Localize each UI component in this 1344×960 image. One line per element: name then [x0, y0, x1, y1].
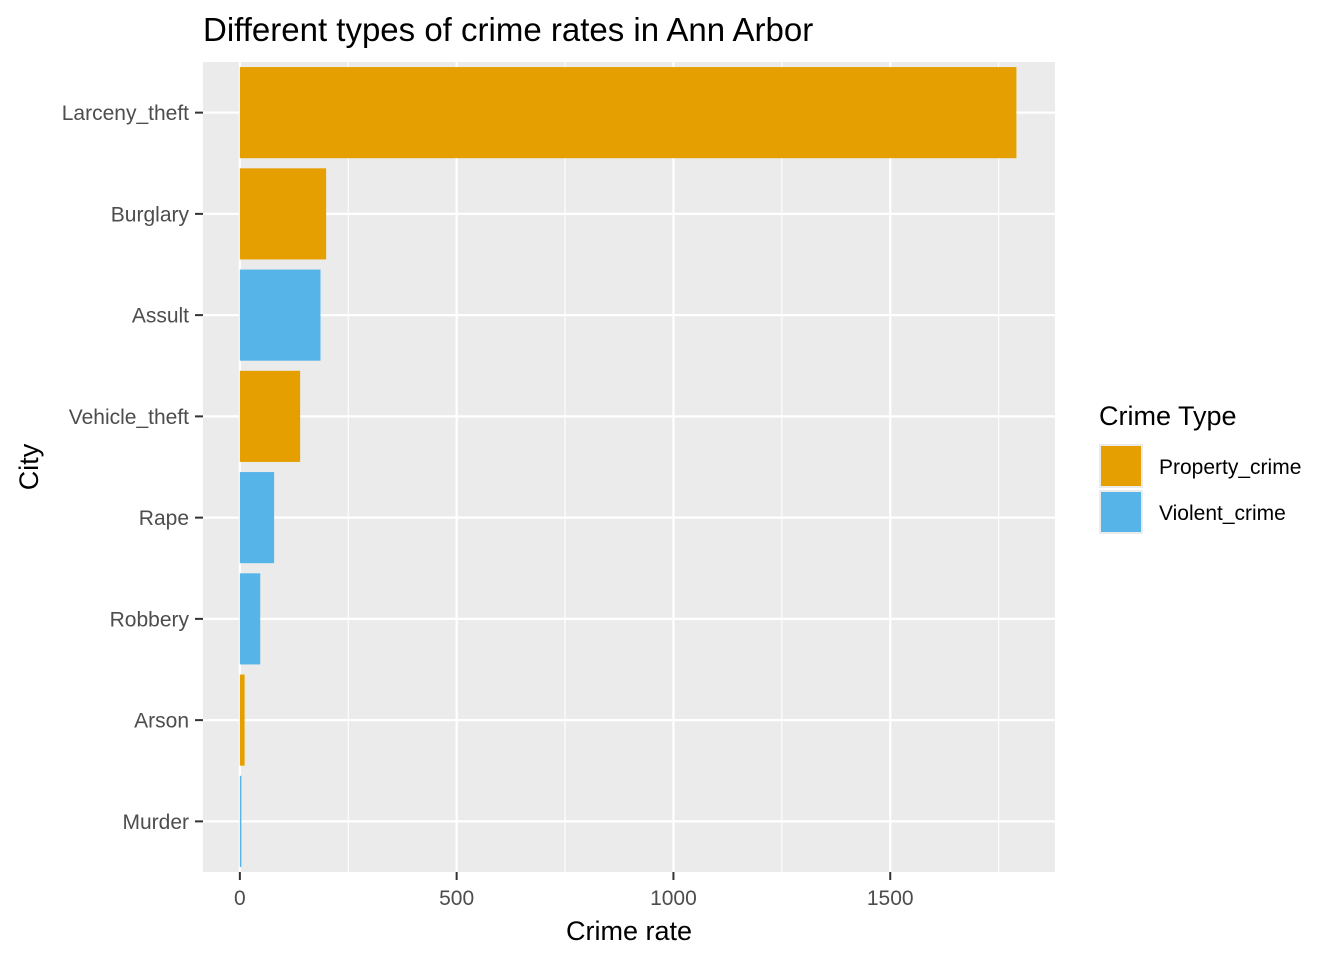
- bar-vehicle-theft: [239, 370, 301, 462]
- y-tick-label: Arson: [134, 710, 189, 733]
- x-axis: 0 500 1000 1500: [234, 872, 914, 910]
- y-tick-label: Assult: [132, 305, 189, 328]
- y-tick-label: Rape: [139, 507, 189, 530]
- x-axis-title: Crime rate: [566, 916, 692, 946]
- bar-burglary: [239, 168, 327, 260]
- chart-title: Different types of crime rates in Ann Ar…: [203, 11, 813, 48]
- y-tick-label: Robbery: [110, 608, 190, 631]
- y-tick-label: Murder: [122, 811, 189, 834]
- y-axis-title: City: [14, 443, 44, 490]
- y-axis: Murder Arson Robbery Rape Vehicle_theft Assul…: [62, 102, 203, 834]
- bar-larceny-theft: [239, 67, 1017, 159]
- legend: Crime Type Property_crime Violent_crime: [1099, 401, 1301, 534]
- x-tick-label: 1500: [867, 887, 914, 910]
- bar-arson: [239, 674, 245, 766]
- bar-rape: [239, 472, 275, 564]
- y-tick-label: Larceny_theft: [62, 102, 189, 125]
- x-tick-label: 1000: [650, 887, 697, 910]
- y-tick-label: Burglary: [111, 203, 190, 226]
- bars: [239, 67, 1017, 867]
- x-tick-label: 500: [439, 887, 474, 910]
- legend-swatch: [1101, 446, 1141, 486]
- bar-robbery: [239, 573, 261, 665]
- legend-label: Violent_crime: [1159, 502, 1286, 525]
- x-tick-label: 0: [234, 887, 246, 910]
- plot-panel: [203, 62, 1055, 872]
- legend-title: Crime Type: [1099, 401, 1237, 431]
- y-tick-label: Vehicle_theft: [69, 406, 189, 429]
- legend-swatch: [1101, 492, 1141, 532]
- bar-assult: [239, 269, 321, 361]
- grid-lines: [203, 62, 1055, 872]
- bar-murder: [239, 775, 242, 867]
- legend-label: Property_crime: [1159, 456, 1301, 479]
